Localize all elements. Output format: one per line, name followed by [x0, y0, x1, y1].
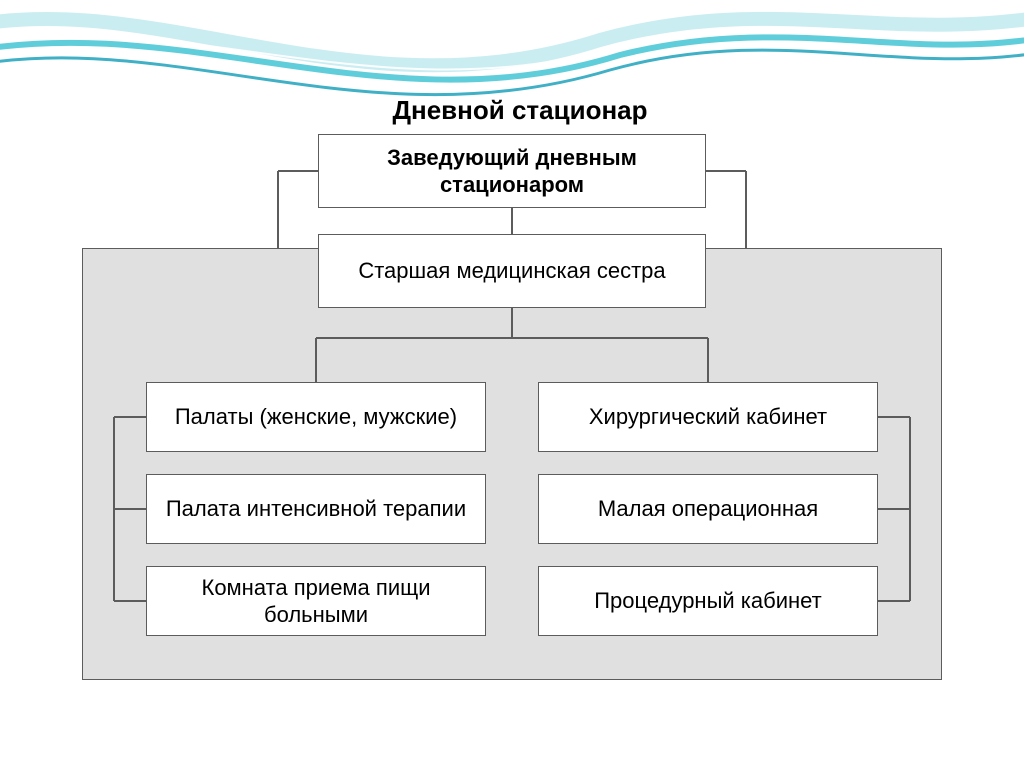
- node-left-2-label: Палата интенсивной терапии: [166, 495, 466, 523]
- node-head: Заведующий дневным стационаром: [318, 134, 706, 208]
- node-left-1-label: Палаты (женские, мужские): [175, 403, 457, 431]
- node-right-2: Малая операционная: [538, 474, 878, 544]
- connector-line: [114, 600, 146, 602]
- connector-line: [277, 171, 279, 248]
- node-left-3-label: Комната приема пищи больными: [157, 574, 475, 629]
- node-right-3-label: Процедурный кабинет: [594, 587, 822, 615]
- diagram-stage: Дневной стационар Заведующий дневным ста…: [0, 0, 1024, 767]
- node-left-1: Палаты (женские, мужские): [146, 382, 486, 452]
- node-head-label: Заведующий дневным стационаром: [329, 144, 695, 199]
- node-right-1: Хирургический кабинет: [538, 382, 878, 452]
- node-right-2-label: Малая операционная: [598, 495, 818, 523]
- connector-line: [114, 416, 146, 418]
- connector-line: [878, 508, 910, 510]
- connector-line: [745, 171, 747, 248]
- connector-line: [315, 338, 317, 382]
- connector-line: [511, 308, 513, 338]
- node-left-3: Комната приема пищи больными: [146, 566, 486, 636]
- node-right-1-label: Хирургический кабинет: [589, 403, 827, 431]
- node-nurse: Старшая медицинская сестра: [318, 234, 706, 308]
- connector-line: [114, 508, 146, 510]
- connector-line: [706, 170, 746, 172]
- connector-line: [278, 170, 318, 172]
- connector-line: [511, 337, 513, 339]
- node-left-2: Палата интенсивной терапии: [146, 474, 486, 544]
- connector-line: [878, 600, 910, 602]
- connector-line: [511, 208, 513, 234]
- node-nurse-label: Старшая медицинская сестра: [358, 257, 665, 285]
- connector-line: [707, 338, 709, 382]
- diagram-title: Дневной стационар: [370, 95, 670, 126]
- node-right-3: Процедурный кабинет: [538, 566, 878, 636]
- connector-line: [878, 416, 910, 418]
